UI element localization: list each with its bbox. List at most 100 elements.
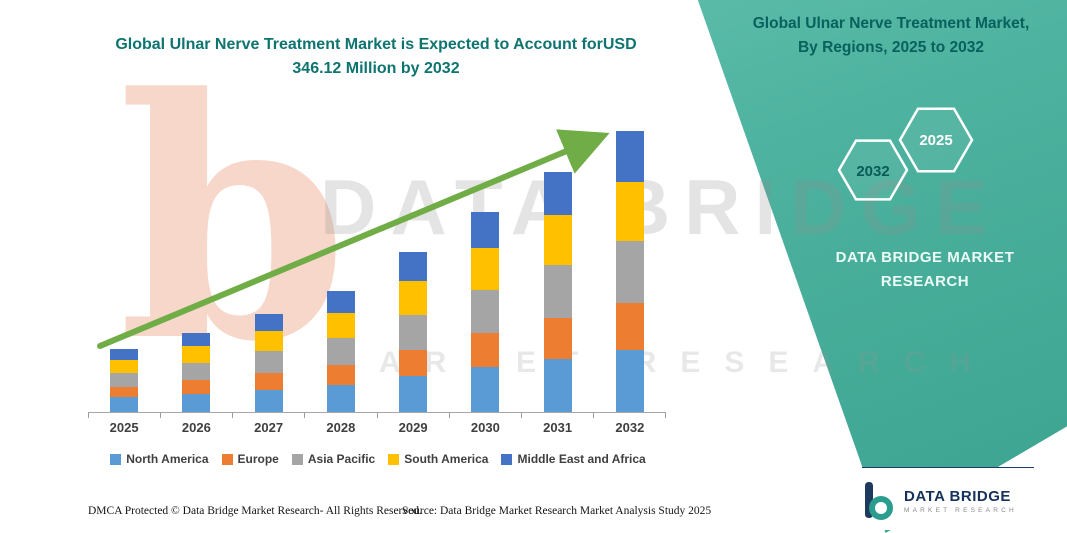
bar-segment (326, 385, 355, 412)
axis-tick (88, 413, 160, 418)
axis-tick (232, 413, 304, 418)
bar-segment (254, 330, 283, 352)
axis-tick (448, 413, 521, 418)
bar-segment (615, 350, 644, 412)
bar-segment (471, 212, 500, 249)
bar-segment (471, 289, 500, 334)
bar-stack (543, 171, 572, 412)
bar-column-2029 (377, 120, 449, 412)
bar-segment (254, 313, 283, 331)
bar-segment (182, 362, 211, 381)
bar-column-2027 (233, 120, 305, 412)
bar-column-2026 (160, 120, 232, 412)
x-axis-label: 2029 (398, 420, 428, 435)
badge-2032-label: 2032 (856, 163, 889, 180)
hexagon-2032-icon (837, 139, 909, 201)
bar-segment (110, 360, 139, 374)
bar-column-2025 (88, 120, 160, 412)
bar-segment (399, 349, 428, 377)
bar-segment (615, 302, 644, 351)
x-axis-label: 2030 (470, 420, 500, 435)
x-axis-label: 2026 (181, 420, 211, 435)
bar-column-2030 (449, 120, 521, 412)
bar-segment (182, 394, 211, 412)
x-axis-label: 2032 (615, 420, 645, 435)
axis-tick (520, 413, 593, 418)
legend-item: Europe (221, 452, 279, 466)
bar-segment (326, 313, 355, 339)
dbmr-logo: DATA BRIDGE MARKET RESEARCH (862, 467, 1034, 530)
bar-segment (399, 314, 428, 350)
bar-segment (471, 248, 500, 290)
bar-column-2032 (594, 120, 666, 412)
bar-segment (615, 240, 644, 303)
bar-segment (543, 358, 572, 412)
legend-label: Middle East and Africa (517, 452, 646, 466)
bar-segment (543, 171, 572, 215)
stacked-bar-chart (88, 120, 666, 413)
bar-segment (543, 214, 572, 266)
bar-stack (254, 313, 283, 412)
badge-2025-label: 2025 (919, 132, 952, 149)
bar-stack (182, 332, 211, 412)
bar-segment (110, 348, 139, 361)
legend-swatch-icon (291, 453, 303, 465)
bar-segment (254, 390, 283, 412)
chart-legend: North America Europe Asia Pacific South Ame… (78, 452, 678, 466)
axis-tick (160, 413, 232, 418)
dbmr-logo-icon (865, 482, 893, 520)
legend-swatch-icon (501, 453, 513, 465)
bar-segment (471, 367, 500, 412)
bar-segment (110, 373, 139, 387)
bar-stack (326, 291, 355, 412)
bar-stack (615, 131, 644, 412)
bar-segment (399, 376, 428, 412)
bar-segment (615, 181, 644, 241)
axis-tick (376, 413, 449, 418)
side-panel-brand-text: DATA BRIDGE MARKET RESEARCH (835, 249, 1015, 290)
bar-segment (615, 131, 644, 182)
bar-segment (399, 252, 428, 282)
legend-swatch-icon (221, 453, 233, 465)
legend-swatch-icon (388, 453, 400, 465)
legend-label: South America (404, 452, 489, 466)
bar-segment (110, 397, 139, 412)
bar-segment (543, 265, 572, 318)
source-text: Source: Data Bridge Market Research Mark… (402, 505, 712, 517)
bar-segment (543, 317, 572, 359)
dbmr-logo-tagline: MARKET RESEARCH (904, 507, 1017, 514)
bar-segment (110, 386, 139, 398)
bar-segment (471, 333, 500, 368)
bar-segment (254, 351, 283, 374)
bar-segment (326, 291, 355, 314)
bar-segment (326, 364, 355, 386)
dmca-text: DMCA Protected © Data Bridge Market Rese… (88, 505, 422, 517)
bar-stack (110, 348, 139, 412)
bar-segment (182, 346, 211, 363)
year-badges: 2032 2025 (837, 107, 974, 201)
x-axis-label: 2031 (543, 420, 573, 435)
bar-segment (254, 373, 283, 391)
side-panel-title: Global Ulnar Nerve Treatment Market, By … (752, 15, 1030, 57)
bar-stack (399, 252, 428, 412)
bar-stack (471, 212, 500, 412)
bar-segment (182, 332, 211, 347)
x-axis-label: 2028 (326, 420, 356, 435)
dbmr-logo-brand: DATA BRIDGE (904, 488, 1011, 505)
bar-segment (326, 338, 355, 365)
hexagon-2025-icon (898, 107, 974, 173)
bar-segment (399, 281, 428, 315)
bar-segment (182, 380, 211, 395)
x-axis-ticks (88, 413, 666, 418)
legend-label: North America (126, 452, 209, 466)
legend-item: Asia Pacific (291, 452, 376, 466)
axis-tick (592, 413, 666, 418)
legend-item: North America (110, 452, 209, 466)
legend-item: South America (388, 452, 488, 466)
legend-label: Asia Pacific (307, 452, 376, 466)
x-axis-labels: 2025 2026 2027 2028 2029 2030 2031 2032 (88, 420, 666, 435)
legend-swatch-icon (110, 453, 122, 465)
bar-column-2028 (305, 120, 377, 412)
chart-title: Global Ulnar Nerve Treatment Market is E… (115, 36, 637, 77)
